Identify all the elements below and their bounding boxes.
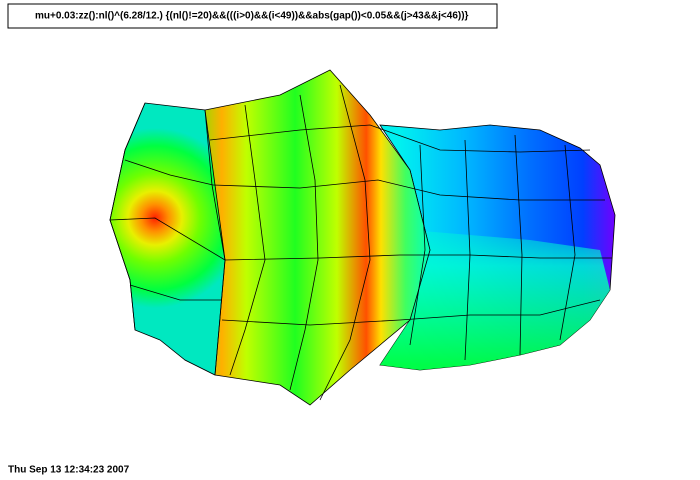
title: mu+0.03:zz():nl()^(6.28/12.) {(nl()!=20)… (35, 11, 469, 22)
title-box (7, 3, 498, 29)
surface (109, 69, 616, 406)
timestamp: Thu Sep 13 12:34:23 2007 (8, 465, 130, 476)
